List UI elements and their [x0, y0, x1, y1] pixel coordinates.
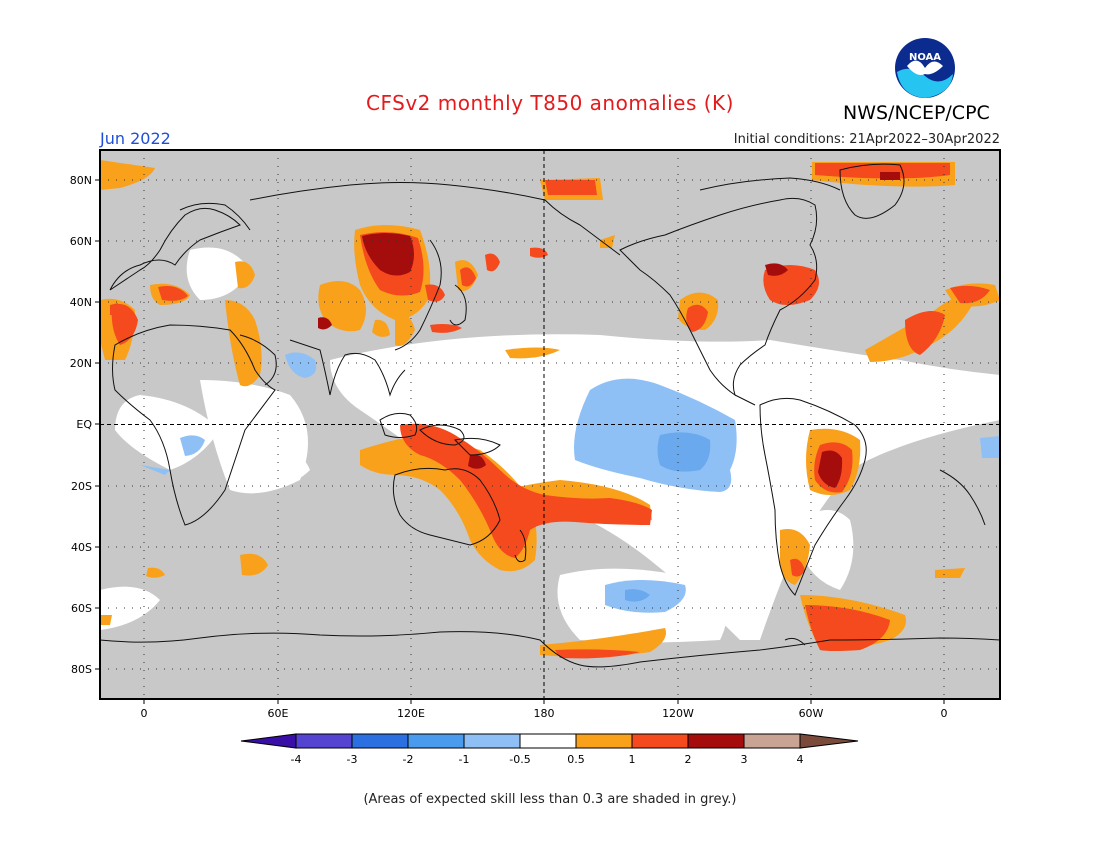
lat-tick-label: 60N [70, 235, 92, 248]
colorbar-segment [519, 733, 577, 749]
colorbar-label: 0.5 [567, 753, 585, 766]
lat-tick-label: 40S [71, 541, 92, 554]
noaa-logo-text: NOAA [909, 52, 941, 63]
noaa-logo: NOAA [895, 38, 955, 98]
map-title: CFSv2 monthly T850 anomalies (K) [366, 91, 734, 115]
colorbar-label: -3 [347, 753, 358, 766]
colorbar-label: -4 [291, 753, 302, 766]
lon-tick-label: 120E [397, 707, 425, 720]
colorbar-label: 3 [741, 753, 748, 766]
colorbar: -4 -3 -2 -1 -0.5 0.5 1 2 3 4 [240, 733, 859, 766]
latitude-labels: 80N 60N 40N 20N EQ 20S 40S 60S 80S [70, 174, 93, 676]
colorbar-label: -1 [459, 753, 470, 766]
anomaly-field [100, 150, 1000, 699]
colorbar-segment [575, 733, 633, 749]
colorbar-segment [295, 733, 353, 749]
warm-anomaly-regions-3 [318, 172, 900, 488]
colorbar-segment [743, 733, 801, 749]
forecast-month: Jun 2022 [100, 129, 171, 148]
colorbar-max-arrow [799, 733, 859, 749]
longitude-labels: 0 60E 120E 180 120W 60W 0 [141, 707, 948, 720]
colorbar-label: 4 [797, 753, 804, 766]
colorbar-label: -0.5 [509, 753, 530, 766]
lon-tick-label: 60E [268, 707, 289, 720]
colorbar-min-arrow [240, 733, 297, 749]
skill-footnote: (Areas of expected skill less than 0.3 a… [363, 792, 737, 807]
colorbar-label: 1 [629, 753, 636, 766]
lat-tick-label: 20N [70, 357, 92, 370]
lon-tick-label: 0 [941, 707, 948, 720]
cool-anomaly-regions [140, 352, 1000, 613]
lat-tick-label: 80S [71, 663, 92, 676]
colorbar-segment [687, 733, 745, 749]
colorbar-label: 2 [685, 753, 692, 766]
lon-tick-label: 180 [534, 707, 555, 720]
colorbar-segment [631, 733, 689, 749]
lon-tick-label: 120W [662, 707, 694, 720]
lat-tick-label: 80N [70, 174, 92, 187]
lon-tick-label: 0 [141, 707, 148, 720]
lat-tick-label: 40N [70, 296, 92, 309]
lat-tick-label: 20S [71, 480, 92, 493]
colorbar-label: -2 [403, 753, 414, 766]
equator-dateline [100, 150, 1000, 699]
tick-marks [95, 179, 945, 704]
colorbar-segment [463, 733, 521, 749]
lat-tick-label: 60S [71, 602, 92, 615]
lat-tick-label: EQ [76, 418, 92, 431]
initial-conditions: Initial conditions: 21Apr2022–30Apr2022 [733, 132, 1000, 147]
lon-tick-label: 60W [799, 707, 824, 720]
colorbar-segment [407, 733, 465, 749]
colorbar-segment [351, 733, 409, 749]
organization-label: NWS/NCEP/CPC [843, 102, 990, 124]
neutral-anomaly-regions [100, 247, 1000, 643]
